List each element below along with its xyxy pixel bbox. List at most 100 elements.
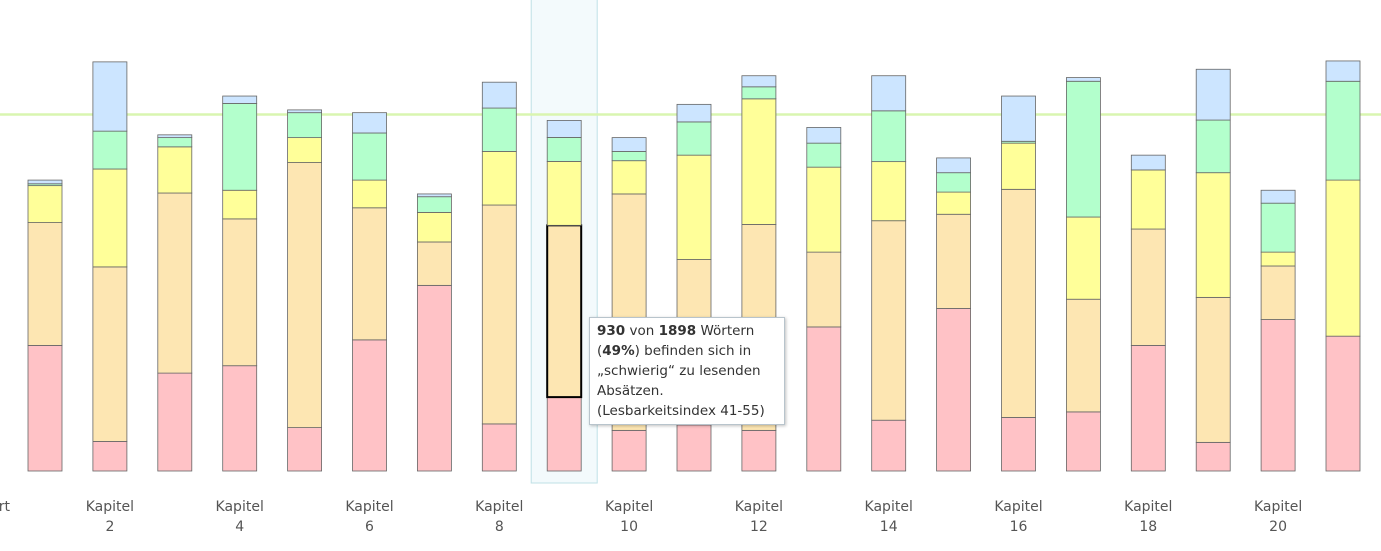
bar-segment (806, 326, 842, 472)
tooltip-text: ) befinden sich in „schwierig“ zu lesend… (597, 343, 765, 419)
bar-segment (741, 75, 777, 88)
bar-segment (157, 137, 193, 148)
bar-segment (416, 284, 452, 472)
bar-segment (27, 179, 63, 185)
bar-segment (1195, 441, 1231, 472)
bar-segment (1066, 298, 1101, 413)
bar-segment (481, 151, 517, 206)
bar-segment (871, 161, 907, 222)
bar-segment (1195, 68, 1231, 121)
bar-segment (1001, 142, 1036, 190)
bar-segment (222, 103, 258, 191)
bar-segment (92, 168, 128, 268)
bar-segment (1260, 319, 1296, 472)
bar-segment (1130, 228, 1166, 346)
bar-segment (1195, 119, 1231, 174)
bar-segment (871, 75, 907, 112)
bar-segment (676, 154, 712, 260)
bar-segment (287, 109, 323, 114)
bar-segment (1001, 188, 1036, 418)
bar-segment (481, 81, 517, 109)
bar-segment (416, 193, 452, 198)
bar-segment (546, 396, 582, 472)
bar-segment (92, 61, 128, 132)
bar-segment (871, 419, 907, 472)
bar-segment (222, 189, 258, 220)
bar-segment (416, 241, 452, 286)
bar-segment (27, 185, 63, 223)
x-tick-label: Kapitel 10 (605, 499, 653, 535)
bar-segment (676, 121, 712, 156)
bar-segment (352, 179, 387, 209)
bar-segment (27, 222, 63, 346)
bar-segment (546, 120, 582, 138)
bar-segment (546, 161, 582, 226)
bar-segment (1066, 77, 1101, 82)
tooltip-text: Wörtern ( (597, 323, 755, 359)
bar-segment (1195, 296, 1231, 443)
tooltip-percent: 49% (602, 343, 635, 359)
bar-segment (481, 423, 517, 472)
bar-segment (416, 212, 452, 243)
bar-segment (1325, 335, 1361, 472)
bar-segment (611, 429, 647, 472)
bar-segment (352, 132, 387, 181)
bar-segment (1066, 411, 1101, 472)
x-tick-label: Kapitel 18 (1124, 499, 1172, 535)
bar-segment (92, 130, 128, 170)
x-tick-label: Kapitel 14 (865, 499, 913, 535)
bar-segment (936, 308, 971, 472)
bar-segment (1066, 80, 1101, 218)
bar-segment (871, 220, 907, 421)
bar-segment (92, 441, 128, 472)
bar-segment (806, 142, 842, 168)
x-tick-label: Kapitel 4 (216, 499, 264, 535)
tooltip-total: 1898 (658, 323, 697, 339)
tooltip-text: von (625, 323, 659, 339)
bar-segment (676, 103, 712, 123)
bar-segment (287, 162, 323, 428)
bar-segment (741, 86, 777, 100)
x-tick-label: Kapitel 8 (475, 499, 523, 535)
bar-segment (1260, 202, 1296, 253)
bar-segment (157, 134, 193, 139)
tooltip-count: 930 (597, 323, 626, 339)
bar-segment (1325, 80, 1361, 181)
bar-segment (157, 372, 193, 472)
bar-segment (806, 166, 842, 253)
bar-segment (481, 204, 517, 425)
bar-segment (287, 112, 323, 139)
bar-segment (741, 429, 777, 472)
x-tick-label: Kapitel 16 (994, 499, 1042, 535)
bar-segment (806, 251, 842, 328)
bar-segment (1130, 154, 1166, 171)
bar-segment (936, 191, 971, 215)
bar-segment (157, 192, 193, 374)
bar-segment (1260, 265, 1296, 320)
bar-segment (287, 137, 323, 163)
bar-segment (871, 110, 907, 163)
bar-segment (27, 344, 63, 472)
bar-segment (1325, 60, 1361, 82)
x-tick-label: rt (0, 499, 11, 515)
bar-segment (1001, 95, 1036, 142)
x-tick-label: Kapitel 6 (345, 499, 393, 535)
bar-segment (741, 98, 777, 225)
bar-segment (1325, 179, 1361, 337)
bar-segment (611, 160, 647, 195)
bar-segment (92, 266, 128, 442)
bar-segment (352, 112, 387, 134)
bar-segment (1001, 417, 1036, 472)
bar-segment (1130, 344, 1166, 472)
bar-segment (222, 365, 258, 472)
bar-segment (287, 427, 323, 472)
tooltip: 930 von 1898 Wörtern (49%) befinden sich… (589, 317, 785, 425)
bar-segment (416, 196, 452, 213)
bar-segment (157, 146, 193, 194)
bar-segment (1260, 189, 1296, 204)
bar-segment (1066, 216, 1101, 300)
x-tick-label: Kapitel 20 (1254, 499, 1302, 535)
bar-segment (1130, 169, 1166, 230)
